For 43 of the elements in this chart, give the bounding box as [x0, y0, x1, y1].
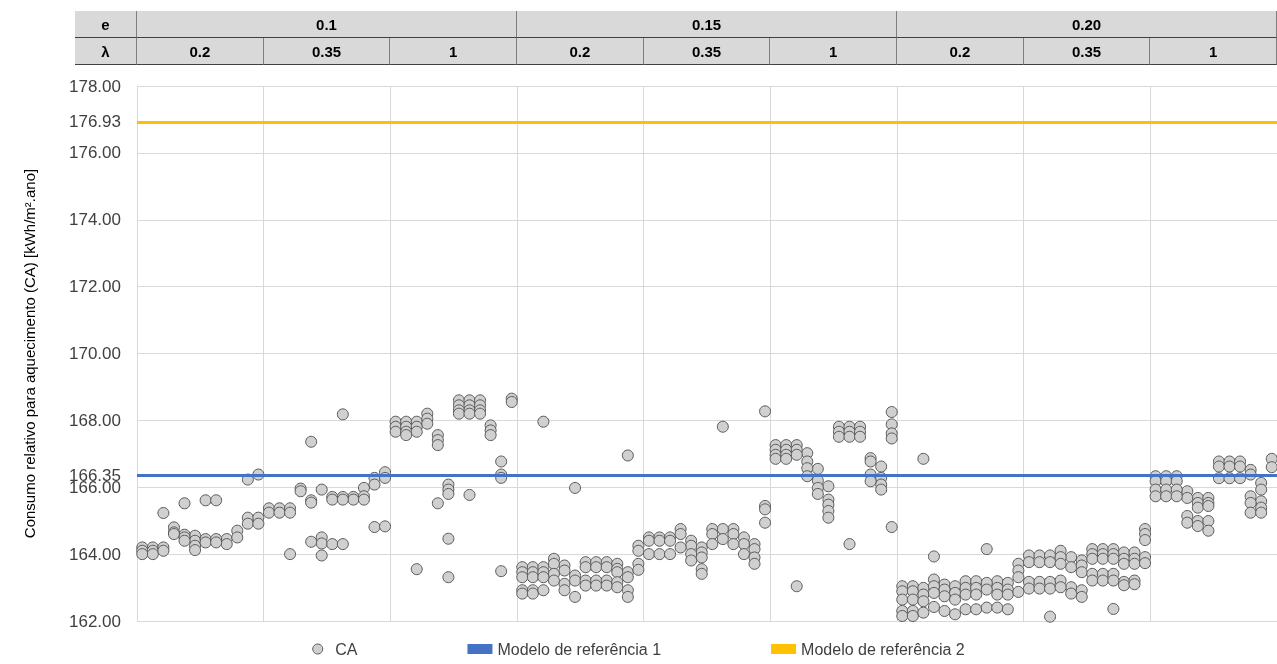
text: 0.35	[1023, 38, 1151, 65]
text: 0.15	[517, 11, 897, 38]
text: 0.35	[263, 38, 391, 65]
point	[463, 488, 476, 501]
point	[442, 571, 455, 584]
y-axis-title: Consumo relativo para aquecimento (CA) [kWh/m².ano]	[21, 168, 38, 539]
text: e	[75, 11, 137, 38]
point	[1107, 602, 1120, 615]
y-tick-label: 170.00	[69, 344, 121, 363]
y-tick-label: 164.00	[69, 544, 121, 564]
point	[1128, 578, 1141, 591]
point	[1044, 610, 1057, 623]
point	[885, 521, 898, 534]
text: 0.20	[897, 11, 1277, 38]
point	[917, 606, 930, 619]
text: 0.1	[137, 11, 517, 38]
text: λ	[75, 38, 137, 65]
point	[1244, 506, 1257, 519]
y-tick-label: 168.00	[69, 410, 121, 430]
y-tick-label: 178.00	[69, 76, 121, 96]
point	[896, 609, 909, 622]
point	[537, 584, 550, 597]
text: 0.2	[137, 38, 264, 65]
y-tick-label: 172.00	[69, 277, 121, 297]
text: 1	[1150, 38, 1277, 65]
text: 0.2	[897, 38, 1024, 65]
text: 1	[390, 38, 517, 65]
y-tick-label: 176.93	[69, 112, 121, 132]
legend-label: Modelo de referência 1	[497, 640, 662, 658]
point	[1202, 524, 1215, 537]
text: 0.2	[517, 38, 644, 65]
legend-label: Modelo de referência 2	[801, 640, 965, 658]
point	[1117, 579, 1130, 592]
point	[906, 609, 919, 622]
point	[695, 567, 708, 580]
legend-label: CA	[335, 640, 358, 658]
y-tick-label: 176.00	[69, 143, 121, 163]
point	[927, 600, 940, 613]
text: 1	[770, 38, 897, 65]
text: 0.35	[643, 38, 771, 65]
y-tick-label: 162.00	[69, 611, 121, 631]
point	[1191, 520, 1204, 533]
y-tick-label: 174.00	[69, 210, 121, 230]
